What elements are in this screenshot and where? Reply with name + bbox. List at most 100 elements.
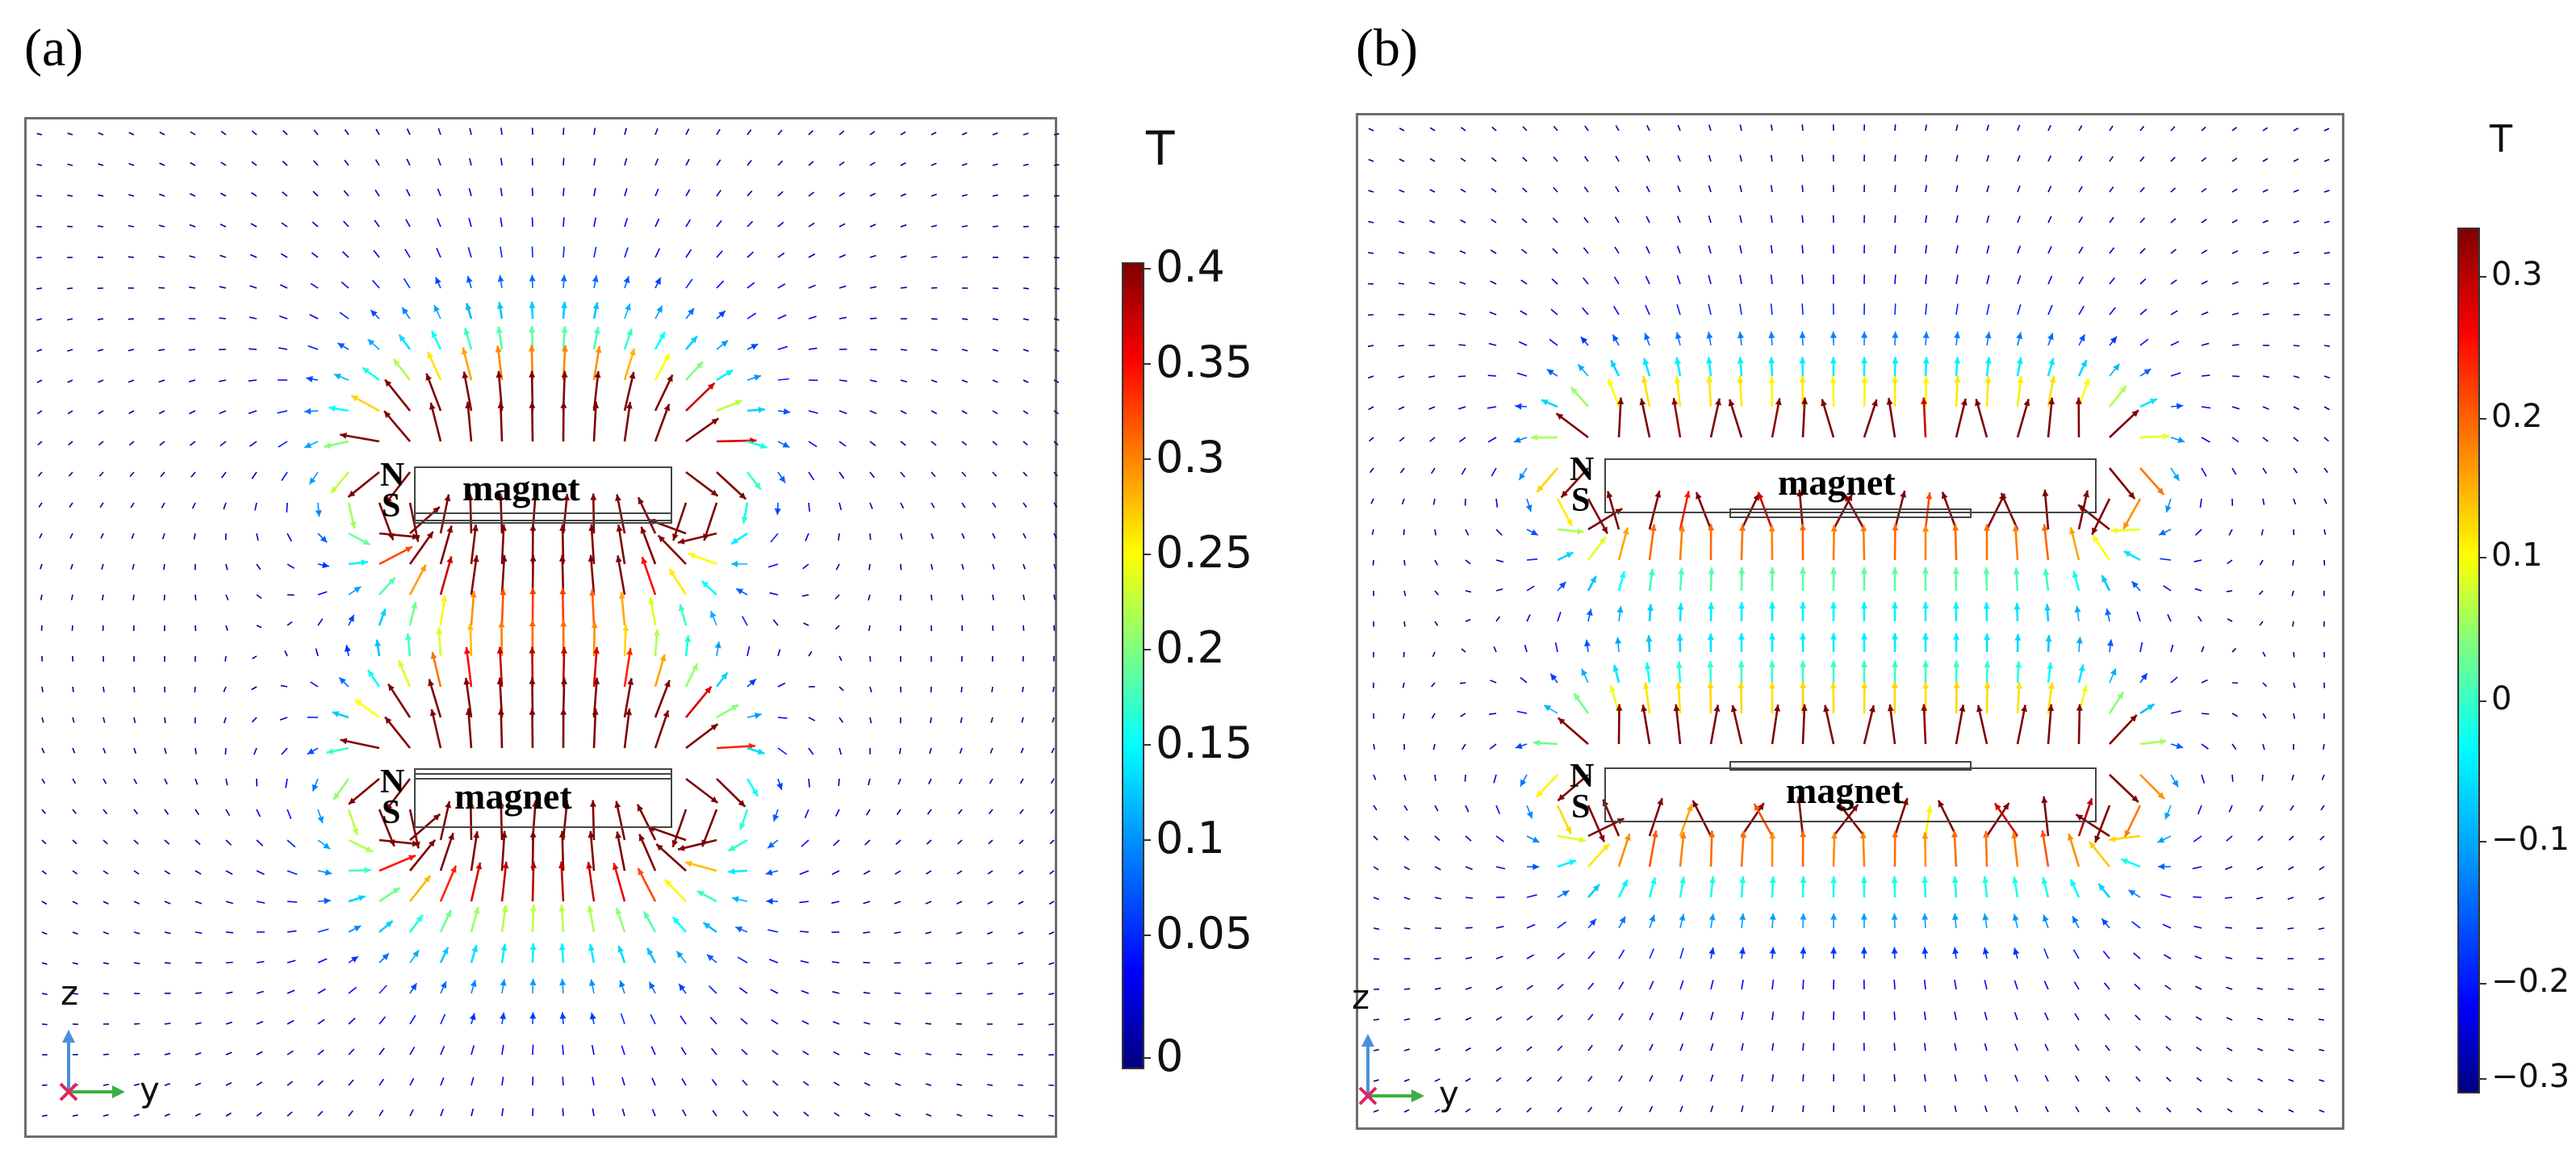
panel-a-field-arrowhead: [560, 401, 567, 408]
panel-a-field-arrow: [194, 1022, 202, 1025]
panel-a-field-arrow: [804, 809, 809, 818]
panel-b-field-arrow: [1679, 1043, 1684, 1052]
panel-b-field-arrow: [1465, 956, 1473, 960]
panel-a-field-arrow: [987, 870, 993, 875]
panel-b-field-arrowhead: [1921, 704, 1928, 711]
panel-a-field-arrow: [930, 224, 938, 228]
panel-b-field-arrow: [1692, 800, 1712, 837]
panel-a-field-arrowhead: [441, 595, 448, 603]
panel-a-field-arrow: [164, 1022, 171, 1025]
panel-a-field-arrow: [281, 471, 288, 482]
panel-a-field-arrow: [97, 349, 104, 352]
panel-a-field-arrowhead: [446, 556, 454, 564]
panel-a-field-arrowhead: [330, 486, 338, 494]
panel-b-field-arrow: [2293, 682, 2296, 688]
panel-a-field-arrow: [959, 747, 963, 754]
panel-a-field-arrow: [777, 160, 784, 166]
panel-b-field-arrow: [2170, 279, 2177, 285]
panel-a-field-arrowhead: [589, 979, 596, 987]
panel-a-field-arrow: [986, 993, 993, 995]
panel-b-field-arrowhead: [2176, 403, 2184, 410]
panel-b-field-arrow: [1984, 1043, 1988, 1052]
panel-a-field-arrow: [190, 471, 196, 478]
panel-a-field-arrow: [562, 128, 565, 136]
panel-a-field-arrow: [869, 655, 872, 662]
panel-a-field-arrow: [440, 1014, 446, 1025]
panel-b-field-arrowhead: [1541, 399, 1549, 406]
panel-b-field-arrowhead: [1708, 947, 1716, 955]
panel-b-field-arrow: [1495, 985, 1503, 990]
panel-a-field-arrow: [864, 1052, 871, 1056]
panel-b-field-arrow: [1491, 467, 1497, 477]
panel-b-field-arrow: [1434, 897, 1442, 900]
panel-b-field-arrow: [1526, 558, 1538, 561]
panel-b-colorbar-tick-label: −0.1: [2491, 821, 2570, 859]
panel-b-field-arrow: [1672, 398, 1682, 438]
panel-b-field-arrow: [1458, 375, 1466, 378]
panel-a-field-arrowhead: [385, 921, 393, 928]
panel-b-field-arrow: [1368, 190, 1374, 193]
panel-a-field-arrow: [256, 563, 261, 571]
panel-b-field-arrow: [2193, 925, 2202, 929]
panel-b-field-arrow: [2105, 1106, 2110, 1113]
panel-a-field-arrow: [500, 554, 506, 596]
panel-a-field-arrow: [72, 778, 77, 784]
panel-b-field-arrowhead: [2013, 947, 2020, 955]
panel-a-field-arrow: [284, 650, 288, 657]
panel-b-field-arrow: [2231, 437, 2239, 443]
panel-a-field-arrow: [437, 128, 441, 136]
panel-b-field-arrow: [1460, 682, 1466, 684]
panel-b-field-arrowhead: [1754, 803, 1761, 811]
panel-b-field-arrowhead: [2080, 360, 2087, 368]
panel-b-field-arrowhead: [1768, 357, 1775, 364]
panel-a-field-arrow: [838, 533, 840, 541]
panel-a-field-arrowhead: [467, 800, 475, 807]
panel-b-field-arrowhead: [1768, 633, 1775, 640]
panel-b-field-arrowhead: [1922, 832, 1929, 839]
panel-a-plot-area: magnet N S magnet N S z y: [24, 117, 1060, 1138]
panel-a-field-arrowhead: [529, 370, 536, 378]
panel-a-field-arrow: [685, 382, 716, 412]
panel-b-field-arrowhead: [1830, 682, 1837, 689]
panel-b-field-arrowhead: [2094, 835, 2101, 843]
panel-b-field-arrow: [1986, 185, 1990, 193]
panel-b-field-arrow: [1554, 642, 1558, 653]
panel-b-field-arrowhead: [2117, 692, 2123, 700]
panel-b-field-arrow: [1460, 157, 1466, 162]
panel-a-field-arrowhead: [649, 981, 655, 989]
panel-b-field-arrow: [2165, 1046, 2172, 1052]
panel-a-field-arrow: [286, 1050, 294, 1056]
panel-b-field-arrow: [2262, 682, 2268, 688]
panel-a-field-arrow: [930, 594, 933, 601]
panel-b-field-arrow: [1526, 585, 1535, 592]
panel-b-field-arrowhead: [1861, 331, 1868, 338]
panel-b-field-arrowhead: [1959, 705, 1966, 712]
panel-b-field-arrowhead: [1860, 601, 1867, 608]
panel-a-field-arrowhead: [618, 592, 625, 600]
panel-b-field-arrow: [1373, 835, 1378, 841]
panel-b-field-arrowhead: [1707, 633, 1714, 641]
panel-a-field-arrowhead: [497, 800, 504, 807]
panel-a-field-arrowhead: [354, 699, 362, 706]
panel-b-field-arrow: [2225, 956, 2233, 960]
panel-a-field-arrow: [158, 193, 165, 197]
panel-b-field-arrow: [1955, 398, 1967, 438]
panel-b-field-arrow: [2043, 796, 2050, 837]
panel-b-field-arrow: [2262, 313, 2269, 316]
panel-b-field-arrow: [1461, 127, 1466, 132]
panel-b-field-arrowhead: [2083, 490, 2089, 498]
panel-a-field-arrow: [72, 747, 76, 754]
panel-a-field-arrowhead: [374, 639, 382, 647]
panel-a-field-arrowhead: [586, 862, 593, 869]
panel-b-field-arrow: [1708, 155, 1712, 162]
panel-a-field-arrow: [317, 928, 329, 933]
panel-a-field-arrowhead: [638, 497, 644, 505]
panel-b-field-arrow: [1403, 1078, 1410, 1082]
panel-a-field-arrowhead: [429, 403, 436, 410]
panel-a-field-arrow: [961, 224, 968, 228]
panel-a-field-arrow: [41, 686, 44, 692]
panel-a-field-arrow: [340, 738, 380, 750]
panel-a-field-arrow: [1053, 194, 1060, 197]
panel-b-field-arrow: [1495, 926, 1504, 929]
panel-b-field-arrowhead: [2156, 487, 2164, 495]
